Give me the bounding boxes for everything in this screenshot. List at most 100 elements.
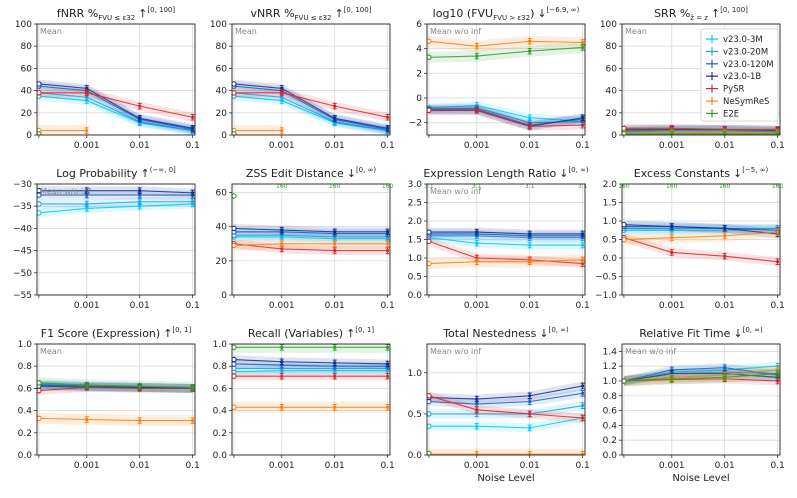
offscale-label: 3.1 xyxy=(578,183,588,190)
point-NeSymReS xyxy=(37,415,42,422)
series-layer xyxy=(427,227,585,270)
y-tick-label: 60 xyxy=(216,189,228,199)
series-layer xyxy=(622,123,780,135)
y-tick-label: 100 xyxy=(210,20,227,30)
x-tick-label: 0.1 xyxy=(380,301,394,311)
y-tick-label: −35 xyxy=(13,202,32,212)
annotation: Mean xyxy=(40,27,62,36)
line-v23.0-120M xyxy=(623,367,778,382)
y-tick-label: 80 xyxy=(606,42,618,52)
band-v23.0-120M xyxy=(623,222,778,235)
band-NeSymReS xyxy=(233,125,282,135)
title-main: ZSS Edit Distance xyxy=(246,167,344,180)
point-PySR xyxy=(280,247,284,251)
axes-frame xyxy=(426,183,586,296)
point-E2E xyxy=(386,345,390,349)
offscale-label: 160 xyxy=(276,183,288,190)
y-tick-label: 0.2 xyxy=(603,436,617,446)
point-v23.0-1B xyxy=(528,232,532,236)
line-E2E xyxy=(623,373,778,382)
title-superscript: [0, 100] xyxy=(147,6,175,14)
title-main: Excess Constants xyxy=(634,167,730,180)
line-v23.0-1B xyxy=(38,385,193,389)
point-PySR xyxy=(333,104,337,108)
band-E2E xyxy=(623,368,778,387)
point-NeSymReS xyxy=(280,128,284,133)
point-v23.0-120M xyxy=(85,193,89,197)
title-arrow: ↓ xyxy=(733,327,742,340)
y-tick-label: 80 xyxy=(21,42,33,52)
offscale-label: 3.1 xyxy=(424,183,434,190)
line-v23.0-20M xyxy=(623,130,778,133)
title-arrow: ↓ xyxy=(537,7,546,20)
point-PySR xyxy=(723,254,727,258)
line-v23.0-3M xyxy=(623,365,778,382)
point-NeSymReS xyxy=(776,230,780,234)
line-NeSymReS xyxy=(623,231,778,241)
x-tick-label: 0.001 xyxy=(659,301,685,311)
y-tick-label: 0 xyxy=(221,291,227,301)
y-tick-label: 1.0 xyxy=(603,217,618,227)
point-PySR xyxy=(670,250,674,255)
point-v23.0-1B xyxy=(581,384,585,388)
x-tick-label: 0.1 xyxy=(770,461,784,471)
title-arrow: ↑ xyxy=(346,327,355,340)
line-NeSymReS xyxy=(623,369,778,382)
subplot-title: SRR %ẑ = z ↑[0, 100] xyxy=(654,6,748,22)
point-v23.0-3M xyxy=(528,243,532,247)
point-v23.0-1B xyxy=(581,116,585,120)
x-tick-label: 0.01 xyxy=(520,461,540,471)
band-v23.0-120M xyxy=(233,359,388,371)
legend-item: PySR xyxy=(706,84,745,95)
title-arrow: ↓ xyxy=(559,167,568,180)
subplot-6: 0 20 40 60 0.001 0.01 0.1 160 160 160 ZSS Edit Dis… xyxy=(216,166,395,311)
legend-label: v23.0-20M xyxy=(723,47,768,57)
y-tick-label: 0 xyxy=(611,131,617,141)
y-tick-label: 0.2 xyxy=(18,429,32,439)
y-tick-label: 0.8 xyxy=(603,392,618,402)
band-PySR xyxy=(428,236,583,268)
point-PySR xyxy=(776,379,780,383)
axes-frame xyxy=(621,183,781,296)
title-main: SRR % xyxy=(654,7,690,20)
point-NeSymReS xyxy=(581,40,585,45)
band-v23.0-3M xyxy=(428,413,583,433)
point-v23.0-1B xyxy=(670,224,674,229)
point-PySR xyxy=(191,115,195,119)
point-v23.0-3M xyxy=(475,241,479,245)
line-PySR xyxy=(428,395,583,419)
legend-item: v23.0-1B xyxy=(706,72,761,82)
subplot-5: −55 −50 −45 −40 −35 −30 0.001 0.01 0.1 Mean w/o i… xyxy=(13,166,200,311)
band-v23.0-1B xyxy=(38,79,193,133)
offscale-label: 160 xyxy=(618,183,630,190)
subplot-title: vNRR %FVU ≤ ε32 ↑[0, 100] xyxy=(251,6,372,22)
line-v23.0-1B xyxy=(428,231,583,235)
series-layer xyxy=(427,381,585,455)
point-PySR xyxy=(427,107,432,114)
y-tick-label: 0.6 xyxy=(603,407,618,417)
y-tick-label: 20 xyxy=(216,257,228,267)
point-v23.0-1B xyxy=(280,86,284,90)
line-PySR xyxy=(38,92,193,118)
y-tick-label: 20 xyxy=(606,109,618,119)
y-tick-label: 100 xyxy=(600,20,617,30)
y-tick-label: 0.0 xyxy=(603,451,618,461)
point-E2E xyxy=(427,54,432,61)
line-PySR xyxy=(233,243,388,252)
subplot-2: 0 20 40 60 80 100 0.001 0.01 0.1 Mean vNRR %FVU ≤ … xyxy=(210,6,395,151)
y-tick-label: 40 xyxy=(216,223,228,233)
y-tick-label: 80 xyxy=(216,42,228,52)
x-tick-label: 0.001 xyxy=(659,141,685,151)
point-v23.0-3M xyxy=(138,204,142,208)
point-PySR xyxy=(581,416,585,420)
band-NeSymReS xyxy=(38,412,193,427)
offscale-label: 3.1 xyxy=(472,183,482,190)
point-PySR xyxy=(37,90,42,96)
title-main: F1 Score (Expression) xyxy=(41,327,160,340)
point-v23.0-1B xyxy=(475,230,479,234)
line-v23.0-3M xyxy=(428,237,583,246)
line-PySR xyxy=(233,92,388,118)
point-NeSymReS xyxy=(85,128,89,133)
annotation: Mean w/o inf xyxy=(430,27,481,36)
